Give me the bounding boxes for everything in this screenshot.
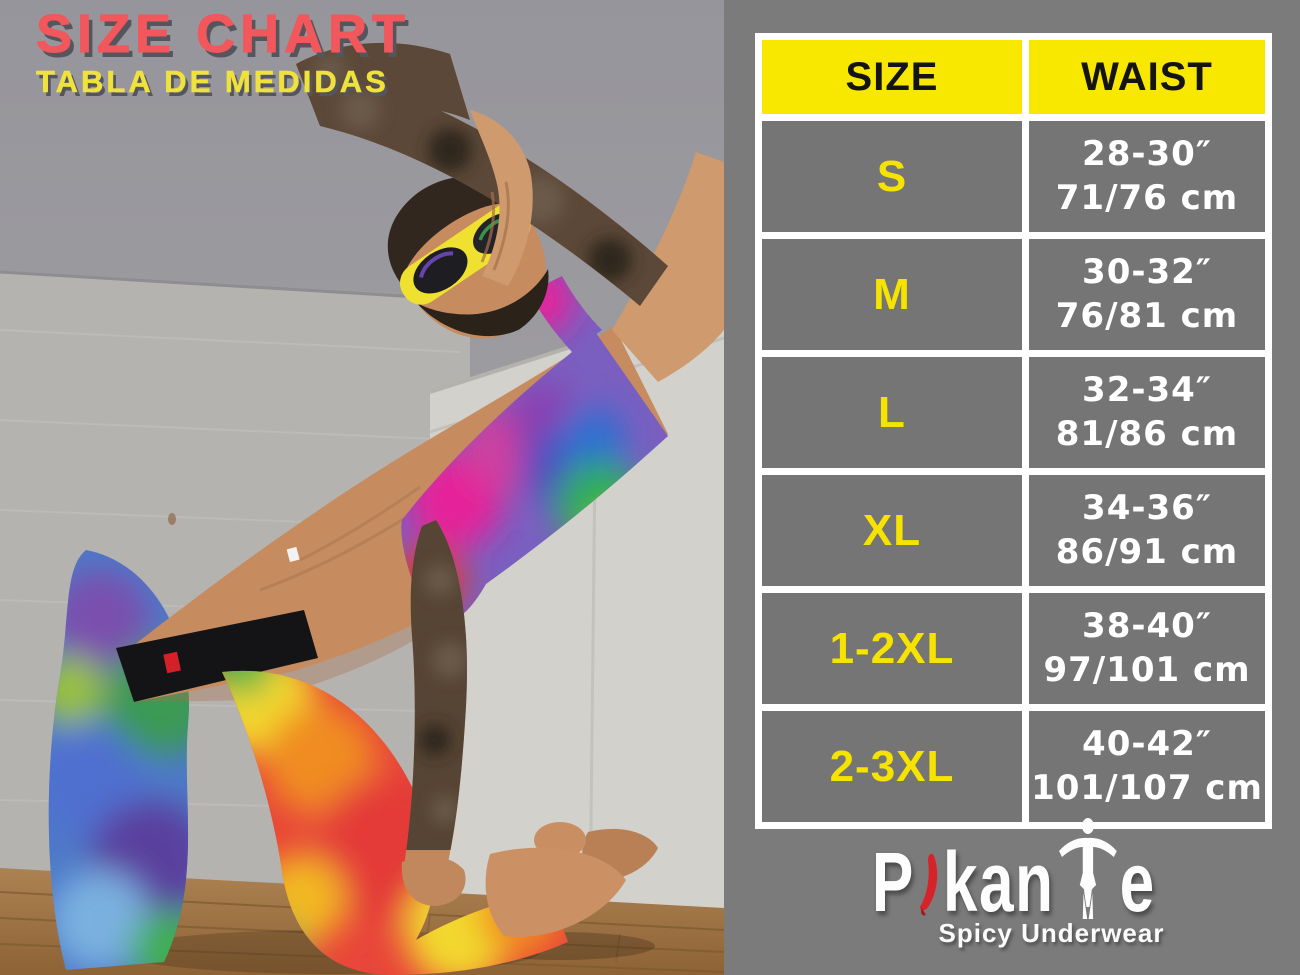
brand-letters-kan: kan <box>942 835 1055 929</box>
size-table: SIZE WAIST S 28-30″ 71/76 cm M 30-32″ 76… <box>755 33 1272 829</box>
brand-letter-p: P <box>871 835 915 929</box>
chili-pepper-icon <box>919 853 937 916</box>
column-header-waist: WAIST <box>1029 40 1265 114</box>
hand-on-ankle <box>401 856 466 906</box>
waist-cell-2-3xl: 40-42″ 101/107 cm <box>1029 711 1265 822</box>
column-header-size: SIZE <box>762 40 1022 114</box>
beard <box>416 269 549 337</box>
page-subtitle: TABLA DE MEDIDAS <box>36 64 389 100</box>
raised-smooth-arm <box>612 152 724 382</box>
size-cell-1-2xl: 1-2XL <box>762 593 1022 704</box>
size-cell-l: L <box>762 357 1022 468</box>
waist-cell-s: 28-30″ 71/76 cm <box>1029 121 1265 232</box>
waistband <box>116 610 318 702</box>
size-cell-2-3xl: 2-3XL <box>762 711 1022 822</box>
model-photo: SIZE CHART TABLA DE MEDIDAS <box>0 0 724 975</box>
feet <box>485 822 658 937</box>
header-titles: SIZE CHART TABLA DE MEDIDAS <box>36 4 410 100</box>
waist-cell-l: 32-34″ 81/86 cm <box>1029 357 1265 468</box>
man-figure-icon <box>1058 818 1117 919</box>
waist-cell-xl: 34-36″ 86/91 cm <box>1029 475 1265 586</box>
waistband-tag <box>163 651 181 674</box>
photo-scene <box>0 0 724 975</box>
brand-letter-e: e <box>1119 835 1156 929</box>
brand-wordmark: P kan e <box>871 818 1156 929</box>
top-brand-tag <box>286 546 300 563</box>
waist-cell-m: 30-32″ 76/81 cm <box>1029 239 1265 350</box>
brand-logo: P kan e Spicy Underwear <box>755 818 1272 949</box>
size-cell-s: S <box>762 121 1022 232</box>
hand-over-head <box>470 110 533 286</box>
waist-cell-1-2xl: 38-40″ 97/101 cm <box>1029 593 1265 704</box>
page-title: SIZE CHART <box>36 4 410 64</box>
brand-tagline: Spicy Underwear <box>938 918 1165 948</box>
hair <box>387 176 520 284</box>
size-cell-xl: XL <box>762 475 1022 586</box>
size-cell-m: M <box>762 239 1022 350</box>
legging-folded-leg <box>48 550 189 970</box>
